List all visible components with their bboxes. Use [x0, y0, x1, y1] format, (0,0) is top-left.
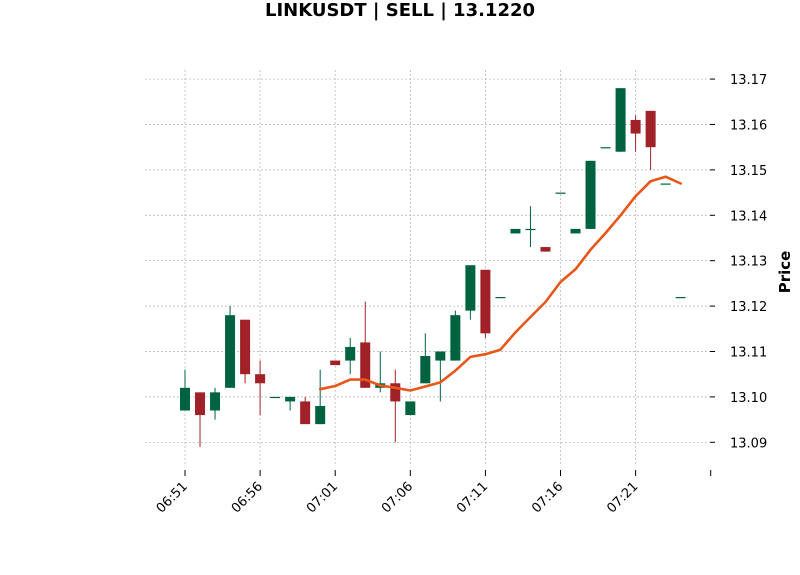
candle-body	[645, 110, 656, 148]
candle-body	[660, 183, 671, 185]
y-axis-label: Price	[776, 251, 794, 294]
candle-body	[510, 228, 521, 234]
candle-body	[615, 88, 626, 152]
candles	[180, 88, 686, 447]
candle-body	[225, 315, 236, 388]
candle-body	[600, 147, 611, 149]
y-tick-label: 13.15	[730, 164, 767, 179]
candle-body	[465, 265, 476, 311]
candle-body	[315, 405, 326, 425]
y-tick-label: 13.12	[730, 300, 767, 315]
candle-body	[570, 228, 581, 234]
candle-body	[345, 346, 356, 361]
candle-body	[360, 342, 371, 388]
y-tick-label: 13.17	[730, 73, 767, 88]
candle-body	[405, 401, 416, 416]
candle-body	[300, 401, 311, 425]
x-tick-label: 07:11	[454, 479, 491, 516]
candle-body	[270, 396, 281, 399]
y-tick-label: 13.16	[730, 118, 767, 133]
axes: 13.09 13.10 13.11 13.12 13.13 13.14 13.15 13.16…	[154, 73, 767, 516]
y-tick-label: 13.13	[730, 255, 767, 270]
candle-body	[480, 269, 491, 334]
candle-body	[630, 119, 641, 134]
candle-body	[525, 228, 536, 231]
y-tick-label: 13.14	[730, 209, 767, 224]
y-tick-label: 13.10	[730, 391, 767, 406]
candle-body	[285, 396, 296, 402]
x-tick-label: 07:06	[379, 479, 416, 516]
x-tick-label: 07:01	[304, 479, 341, 516]
ma-line	[318, 175, 683, 392]
candle-body	[495, 297, 506, 299]
candle-body	[675, 297, 686, 299]
candle-body	[255, 374, 266, 384]
x-tick-label: 07:16	[529, 479, 566, 516]
chart-title: LINKUSDT | SELL | 13.1220	[264, 0, 536, 21]
y-tick-label: 13.09	[730, 436, 767, 451]
candle-body	[240, 319, 251, 375]
moving-average	[318, 175, 683, 392]
candle-body	[195, 392, 206, 416]
candle-body	[555, 192, 566, 194]
candle-body	[180, 387, 190, 411]
candle-body	[540, 247, 551, 252]
x-tick-label: 06:56	[229, 479, 266, 516]
candle-body	[420, 356, 431, 384]
candle-body	[450, 315, 461, 361]
candle-body	[585, 160, 596, 229]
y-tick-label: 13.11	[730, 345, 767, 360]
x-tick-label: 06:51	[154, 479, 191, 516]
x-tick-label: 07:21	[604, 479, 641, 516]
candle-body	[210, 392, 221, 411]
candle-body	[330, 360, 341, 366]
candle-body	[390, 383, 401, 402]
candle-body	[435, 351, 446, 361]
